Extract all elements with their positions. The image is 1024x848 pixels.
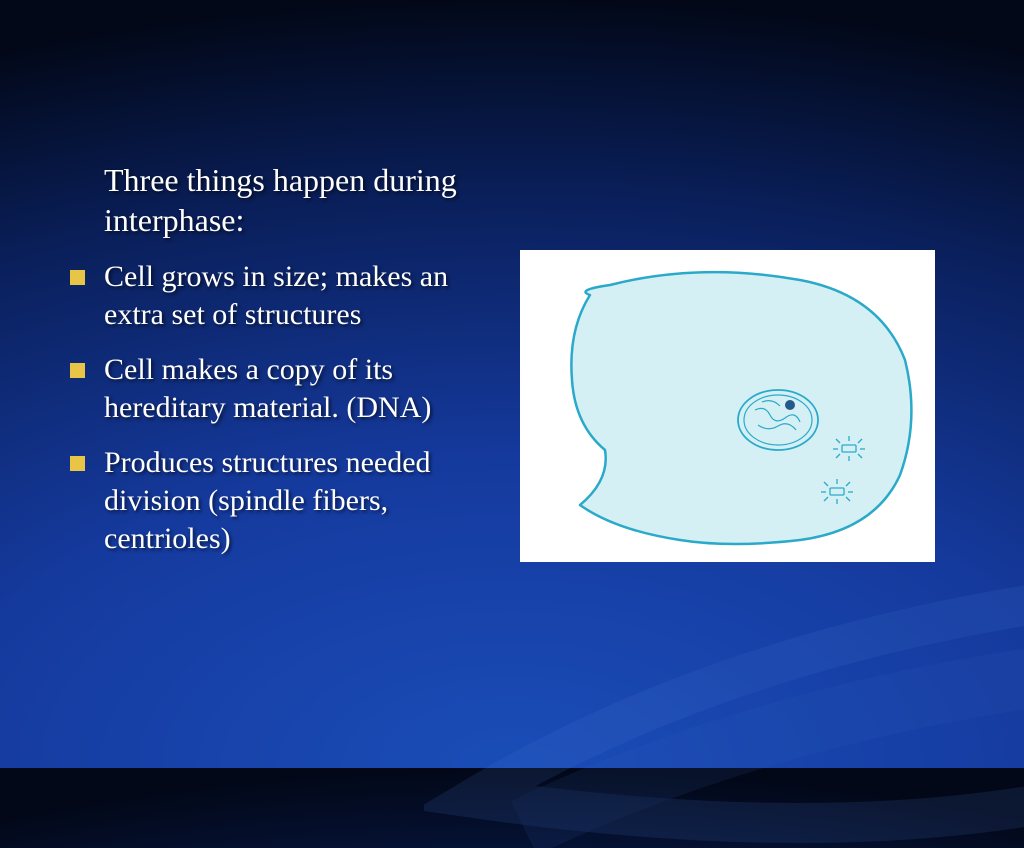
bullet-list: Cell grows in size; makes an extra set o…: [70, 258, 500, 559]
slide-body: Three things happen during interphase: C…: [0, 0, 1024, 768]
image-column: [500, 160, 964, 708]
bullet-item: Cell makes a copy of its hereditary mate…: [70, 351, 500, 428]
bullet-item: Produces structures needed division (spi…: [70, 444, 500, 559]
text-column: Three things happen during interphase: C…: [70, 160, 500, 708]
cell-illustration: [520, 250, 935, 562]
slide-heading: Three things happen during interphase:: [104, 160, 500, 240]
bullet-item: Cell grows in size; makes an extra set o…: [70, 258, 500, 335]
cell-illustration-frame: [520, 250, 935, 562]
